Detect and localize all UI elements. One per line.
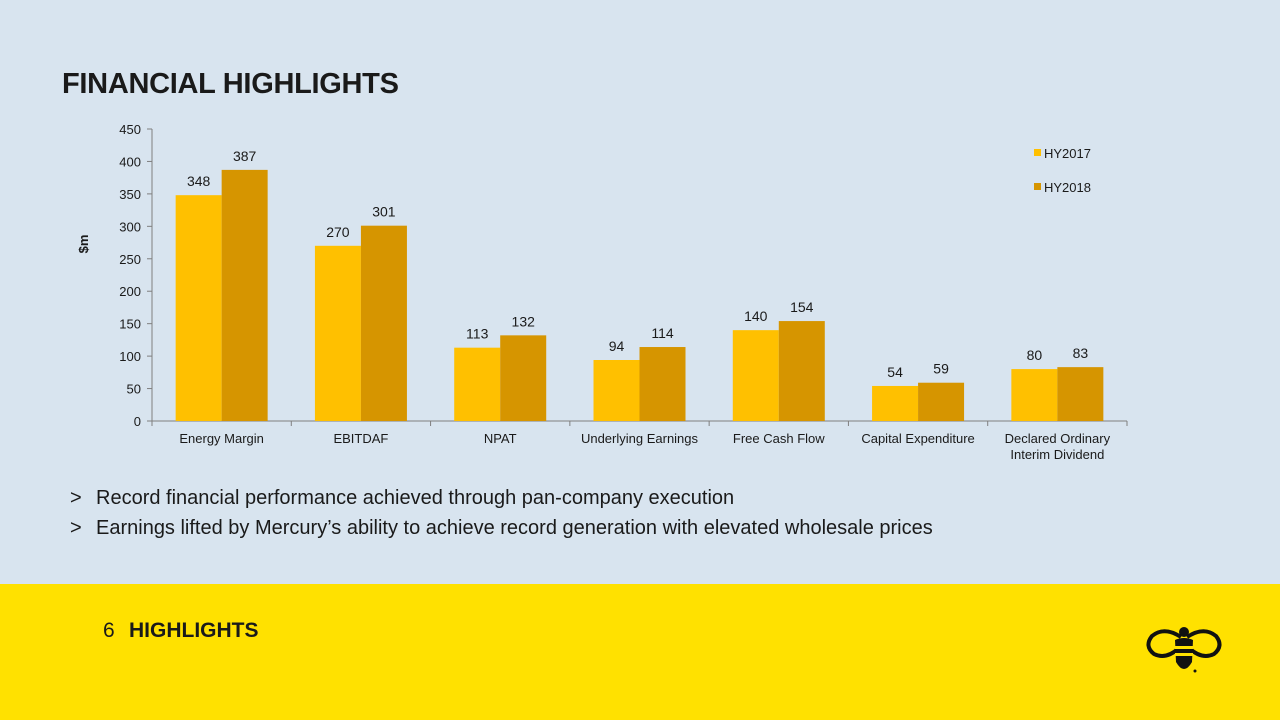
bullet-marker: > xyxy=(70,517,82,539)
bullet-item: > Earnings lifted by Mercury’s ability to… xyxy=(70,514,933,544)
x-tick-label: Declared Ordinary Interim Dividend xyxy=(1005,431,1111,462)
y-tick-label: 300 xyxy=(119,219,141,234)
y-tick-label: 400 xyxy=(119,154,141,169)
bullet-list: > Record financial performance achieved t… xyxy=(70,484,933,544)
data-label: 140 xyxy=(744,308,768,324)
y-tick-label: 450 xyxy=(119,122,141,137)
data-label: 83 xyxy=(1073,345,1089,361)
footer-bar: 6 HIGHLIGHTS xyxy=(0,584,1280,720)
x-tick-label: EBITDAF xyxy=(333,431,388,446)
y-tick-label: 0 xyxy=(134,414,141,429)
bee-logo-icon xyxy=(1146,627,1222,673)
bar-chart: 0 50 100 150 200 250 300 350 400 450 $m Energy Marg… xyxy=(76,122,1128,462)
bullet-marker: > xyxy=(70,487,82,509)
bullet-text: Earnings lifted by Mercury’s ability to … xyxy=(96,517,933,539)
legend-label: HY2018 xyxy=(1044,180,1091,195)
x-tick-label: Capital Expenditure xyxy=(861,431,974,446)
bar-hy2017 xyxy=(1011,369,1058,421)
bar-hy2017 xyxy=(732,330,779,421)
x-tick-label: Underlying Earnings xyxy=(581,431,699,446)
data-label: 154 xyxy=(790,299,814,315)
bar-hy2018 xyxy=(360,225,407,421)
data-label: 54 xyxy=(887,364,903,380)
bar-hy2018 xyxy=(918,382,965,421)
bar-hy2018 xyxy=(221,169,268,421)
y-tick-label: 100 xyxy=(119,349,141,364)
bar-hy2017 xyxy=(593,360,640,421)
legend-label: HY2017 xyxy=(1044,146,1091,161)
bar-hy2018 xyxy=(500,335,547,421)
data-label: 270 xyxy=(326,224,350,240)
page-title: FINANCIAL HIGHLIGHTS xyxy=(62,68,399,100)
legend-swatch xyxy=(1034,149,1041,156)
x-tick-label: NPAT xyxy=(484,431,517,446)
page-number: 6 xyxy=(103,619,115,642)
bar-hy2017 xyxy=(314,245,361,421)
data-label: 301 xyxy=(372,204,396,220)
bar-hy2017 xyxy=(454,347,501,421)
bar-hy2018 xyxy=(639,347,686,421)
x-tick-label: Free Cash Flow xyxy=(733,431,825,446)
bar-hy2017 xyxy=(872,385,919,421)
data-label: 132 xyxy=(512,313,536,329)
data-label: 80 xyxy=(1027,347,1043,363)
bullet-item: > Record financial performance achieved t… xyxy=(70,484,933,514)
data-label: 114 xyxy=(651,325,674,341)
data-label: 348 xyxy=(187,173,211,189)
y-tick-label: 350 xyxy=(119,187,141,202)
data-label: 387 xyxy=(233,148,257,164)
legend-swatch xyxy=(1034,183,1041,190)
y-tick-label: 200 xyxy=(119,284,141,299)
data-label: 94 xyxy=(609,338,625,354)
y-tick-label: 50 xyxy=(127,382,141,397)
section-label: HIGHLIGHTS xyxy=(129,619,259,642)
y-axis-label: $m xyxy=(76,235,91,254)
bar-hy2018 xyxy=(778,321,825,421)
data-label: 59 xyxy=(933,361,949,377)
y-tick-label: 150 xyxy=(119,317,141,332)
x-tick-label: Energy Margin xyxy=(179,431,264,446)
bar-hy2017 xyxy=(175,195,222,421)
bullet-text: Record financial performance achieved th… xyxy=(96,487,735,509)
data-label: 113 xyxy=(466,326,489,342)
bar-hy2018 xyxy=(1057,367,1104,421)
y-tick-label: 250 xyxy=(119,252,141,267)
